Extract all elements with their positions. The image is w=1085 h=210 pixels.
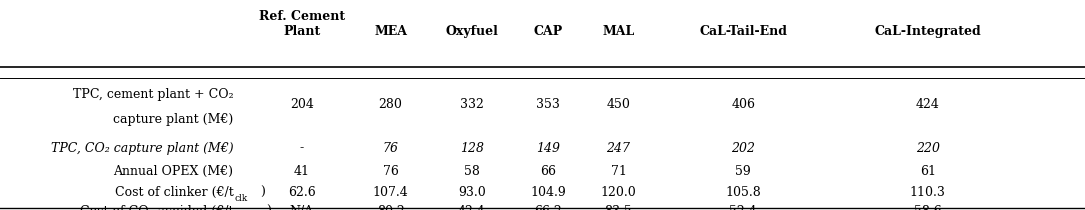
Text: 424: 424 <box>916 98 940 112</box>
Text: 128: 128 <box>460 142 484 155</box>
Text: 332: 332 <box>460 98 484 112</box>
Text: capture plant (M€): capture plant (M€) <box>113 113 233 126</box>
Text: 247: 247 <box>607 142 630 155</box>
Text: N/A: N/A <box>290 205 314 210</box>
Text: 149: 149 <box>536 142 560 155</box>
Text: 62.6: 62.6 <box>288 186 316 199</box>
Text: 59: 59 <box>736 165 751 178</box>
Text: 204: 204 <box>290 98 314 112</box>
Text: 76: 76 <box>383 142 398 155</box>
Text: Annual OPEX (M€): Annual OPEX (M€) <box>113 165 233 178</box>
Text: Cost of clinker (€/t: Cost of clinker (€/t <box>115 186 233 199</box>
Text: 120.0: 120.0 <box>601 186 636 199</box>
Text: 450: 450 <box>607 98 630 112</box>
Text: 280: 280 <box>379 98 403 112</box>
Text: TPC, CO₂ capture plant (M€): TPC, CO₂ capture plant (M€) <box>51 142 233 155</box>
Text: 83.5: 83.5 <box>604 205 633 210</box>
Text: 107.4: 107.4 <box>373 186 408 199</box>
Text: 61: 61 <box>920 165 935 178</box>
Text: 353: 353 <box>536 98 560 112</box>
Text: 58.6: 58.6 <box>914 205 942 210</box>
Text: ): ) <box>260 186 265 199</box>
Text: 66: 66 <box>540 165 556 178</box>
Text: TPC, cement plant + CO₂: TPC, cement plant + CO₂ <box>73 88 233 101</box>
Text: clk: clk <box>234 194 247 203</box>
Text: 42.4: 42.4 <box>458 205 486 210</box>
Text: 41: 41 <box>294 165 309 178</box>
Text: 104.9: 104.9 <box>531 186 565 199</box>
Text: -: - <box>299 142 304 155</box>
Text: 76: 76 <box>383 165 398 178</box>
Text: Cost of CO₂ avoided (€/t: Cost of CO₂ avoided (€/t <box>80 205 233 210</box>
Text: CAP: CAP <box>534 25 562 38</box>
Text: ): ) <box>266 205 270 210</box>
Text: MEA: MEA <box>374 25 407 38</box>
Text: 71: 71 <box>611 165 626 178</box>
Text: 105.8: 105.8 <box>726 186 761 199</box>
Text: 220: 220 <box>916 142 940 155</box>
Text: CaL-Tail-End: CaL-Tail-End <box>699 25 788 38</box>
Text: Oxyfuel: Oxyfuel <box>446 25 498 38</box>
Text: 93.0: 93.0 <box>458 186 486 199</box>
Text: 58: 58 <box>464 165 480 178</box>
Text: MAL: MAL <box>602 25 635 38</box>
Text: 52.4: 52.4 <box>729 205 757 210</box>
Text: Ref. Cement
Plant: Ref. Cement Plant <box>258 10 345 38</box>
Text: 110.3: 110.3 <box>909 186 946 199</box>
Text: CaL-Integrated: CaL-Integrated <box>875 25 981 38</box>
Text: 80.2: 80.2 <box>376 205 405 210</box>
Text: 406: 406 <box>731 98 755 112</box>
Text: 202: 202 <box>731 142 755 155</box>
Text: 66.2: 66.2 <box>534 205 562 210</box>
